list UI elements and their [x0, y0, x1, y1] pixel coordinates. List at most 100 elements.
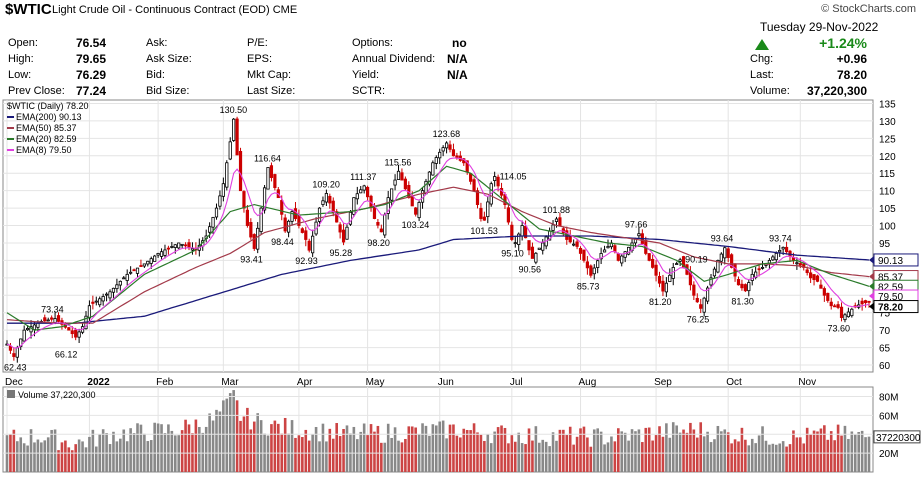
volume-bar — [833, 440, 836, 472]
volume-bar — [627, 440, 630, 472]
price-annotation: 101.88 — [542, 205, 570, 215]
candle-body — [91, 301, 95, 304]
volume-bar — [465, 429, 469, 472]
candle-body — [190, 248, 195, 251]
volume-bar — [428, 435, 431, 472]
volume-bar — [637, 429, 641, 472]
volume-bar — [163, 433, 167, 472]
volume-bar — [246, 407, 249, 472]
open-label: Open: — [8, 37, 38, 49]
volume-bar — [788, 444, 792, 472]
volume-bar — [139, 424, 143, 472]
candle-body — [726, 248, 730, 258]
volume-bar — [431, 424, 435, 472]
volume-bar — [613, 441, 617, 472]
candle-body — [414, 207, 418, 215]
volume-bar — [768, 444, 771, 472]
candle-body — [225, 162, 229, 188]
price-annotation: 90.19 — [685, 255, 708, 265]
volume-bar — [259, 420, 263, 472]
candle-body — [709, 277, 713, 286]
volume-bar — [496, 427, 500, 472]
price-annotation: 111.37 — [350, 172, 376, 182]
candle-body — [678, 259, 682, 262]
volume-bar — [376, 425, 380, 472]
volume-bar — [184, 419, 187, 472]
candle-body — [781, 246, 785, 250]
candle-body — [716, 260, 720, 273]
candle-body — [699, 304, 703, 309]
volume-bar — [101, 429, 105, 472]
volume-bar — [270, 424, 273, 472]
candle-body — [493, 176, 497, 181]
candle-body — [771, 256, 775, 261]
candle-body — [822, 288, 826, 296]
candle-body — [778, 250, 782, 253]
candle-body — [654, 264, 658, 276]
candle-body — [111, 287, 116, 293]
y-tick-label: 110 — [879, 187, 895, 198]
x-tick-label: May — [366, 377, 385, 388]
candle-body — [812, 274, 816, 280]
volume-bar — [94, 446, 98, 472]
change-percent: +1.24% — [819, 35, 867, 51]
candle-body — [362, 185, 366, 191]
candle-body — [863, 300, 868, 304]
volume-bar — [452, 424, 455, 472]
candle-body — [592, 267, 596, 275]
volume-bar — [610, 436, 613, 472]
candle-body — [475, 190, 480, 206]
volume-bar — [857, 431, 860, 472]
volume-bar — [641, 442, 644, 472]
y-tick-label: 70 — [879, 326, 891, 337]
volume-bar — [232, 390, 235, 472]
volume-bar — [380, 442, 383, 472]
volume-bar — [517, 432, 521, 472]
volume-bar — [235, 400, 239, 472]
volume-bar — [733, 439, 737, 472]
volume-bar — [208, 413, 211, 472]
y-tick-label: 65 — [879, 344, 891, 355]
candle-body — [541, 242, 545, 251]
ema8-line — [6, 157, 870, 349]
x-tick-label: Apr — [297, 377, 313, 388]
candle-body — [496, 176, 500, 187]
volume-bar — [520, 443, 524, 472]
candle-body — [719, 253, 723, 262]
volume-bar — [338, 436, 342, 472]
candle-body — [26, 328, 30, 331]
volume-bar — [294, 437, 297, 472]
candle-body — [266, 167, 270, 190]
volume-bar — [819, 428, 823, 472]
candle-body — [839, 306, 844, 318]
candle-body — [15, 347, 19, 358]
volume-bar — [180, 430, 184, 472]
candle-body — [568, 235, 572, 243]
instrument-description: Light Crude Oil - Continuous Contract (E… — [52, 4, 270, 16]
candle-body — [637, 233, 641, 237]
candle-body — [530, 246, 535, 259]
candle-body — [304, 230, 308, 240]
volume-bar — [242, 416, 246, 472]
candle-body — [551, 224, 555, 231]
y-tick-label: 105 — [879, 204, 896, 215]
ask-size-label: Ask Size: — [146, 53, 192, 65]
volume-bar — [112, 431, 115, 472]
price-annotation: 93.64 — [711, 234, 734, 244]
volume-bar — [16, 441, 19, 472]
candle-body — [606, 246, 610, 249]
exchange-label: CME — [272, 4, 298, 16]
candle-body — [98, 298, 102, 306]
volume-bar — [555, 440, 558, 472]
volume-bar — [616, 428, 620, 472]
candle-body — [177, 242, 181, 249]
volume-bar — [29, 429, 33, 472]
volume-bar — [400, 442, 404, 472]
y-tick-label: 125 — [879, 134, 896, 145]
volume-bar — [692, 429, 696, 472]
volume-bar — [407, 426, 411, 472]
volume-bar — [201, 432, 205, 472]
volume-bar — [582, 426, 586, 472]
candle-body — [19, 338, 23, 347]
candle-body — [335, 211, 339, 223]
